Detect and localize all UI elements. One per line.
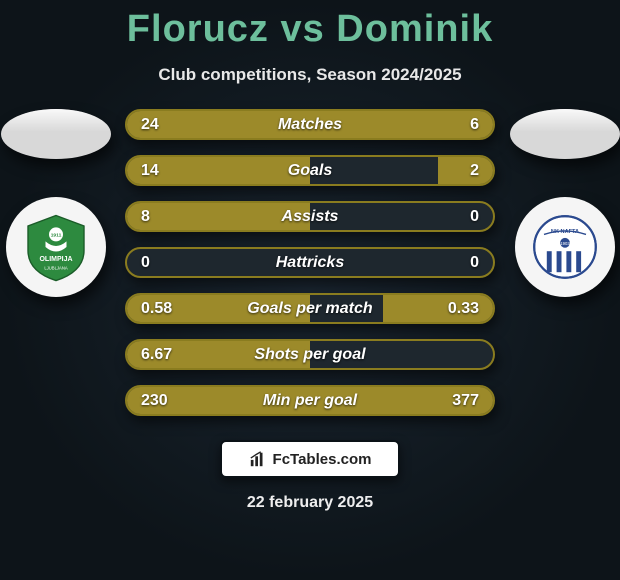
page-title: Florucz vs Dominik: [0, 0, 620, 51]
shield-icon: 1911 OLIMPIJA LJUBLJANA: [21, 212, 91, 282]
right-flag: [510, 109, 620, 159]
stat-left-value: 0.58: [127, 293, 237, 324]
left-crest: 1911 OLIMPIJA LJUBLJANA: [6, 197, 106, 297]
stat-label: Goals: [237, 155, 383, 186]
svg-text:OLIMPIJA: OLIMPIJA: [39, 256, 72, 263]
svg-text:1911: 1911: [50, 233, 61, 239]
stat-left-value: 230: [127, 385, 237, 416]
left-side: 1911 OLIMPIJA LJUBLJANA: [0, 109, 111, 297]
shield-icon: NK NAFTA 1903: [530, 212, 600, 282]
left-flag: [1, 109, 111, 159]
right-crest: NK NAFTA 1903: [515, 197, 615, 297]
svg-text:LJUBLJANA: LJUBLJANA: [44, 265, 67, 270]
stat-bar: 230Min per goal377: [125, 385, 495, 416]
stat-right-value: 0: [383, 201, 493, 232]
comparison-panel: 1911 OLIMPIJA LJUBLJANA 24Matches614Goal…: [0, 109, 620, 416]
subtitle: Club competitions, Season 2024/2025: [0, 65, 620, 85]
date-label: 22 february 2025: [0, 494, 620, 512]
right-side: NK NAFTA 1903: [509, 109, 620, 297]
chart-icon: [249, 450, 267, 468]
brand-box: FcTables.com: [220, 440, 400, 478]
stat-bar: 6.67Shots per goal: [125, 339, 495, 370]
brand-label: FcTables.com: [273, 451, 372, 468]
stat-right-value: 2: [383, 155, 493, 186]
stat-left-value: 14: [127, 155, 237, 186]
stat-label: Matches: [237, 109, 383, 140]
stat-bar: 0.58Goals per match0.33: [125, 293, 495, 324]
svg-text:1903: 1903: [560, 241, 570, 246]
stat-label: Assists: [237, 201, 383, 232]
stat-bar: 8Assists0: [125, 201, 495, 232]
stat-bar: 0Hattricks0: [125, 247, 495, 278]
stat-left-value: 8: [127, 201, 237, 232]
stat-right-value: 6: [383, 109, 493, 140]
stat-label: Min per goal: [237, 385, 383, 416]
stat-bar: 24Matches6: [125, 109, 495, 140]
stat-label: Goals per match: [237, 293, 383, 324]
stat-left-value: 0: [127, 247, 237, 278]
stat-right-value: 377: [383, 385, 493, 416]
stat-left-value: 24: [127, 109, 237, 140]
stat-bar: 14Goals2: [125, 155, 495, 186]
stat-right-value: 0: [383, 247, 493, 278]
svg-text:NK NAFTA: NK NAFTA: [550, 229, 578, 235]
stat-label: Hattricks: [237, 247, 383, 278]
stat-right-value: 0.33: [383, 293, 493, 324]
stat-bars: 24Matches614Goals28Assists00Hattricks00.…: [125, 109, 495, 416]
stat-label: Shots per goal: [237, 339, 383, 370]
stat-left-value: 6.67: [127, 339, 237, 370]
